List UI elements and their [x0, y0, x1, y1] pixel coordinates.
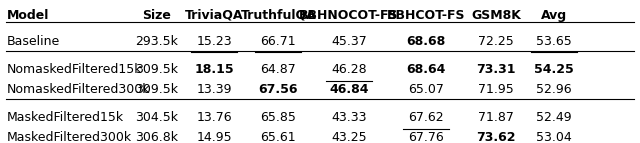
Text: 66.71: 66.71 [260, 35, 296, 48]
Text: 309.5k: 309.5k [135, 83, 179, 96]
Text: 293.5k: 293.5k [136, 35, 178, 48]
Text: 71.87: 71.87 [478, 111, 514, 124]
Text: 52.96: 52.96 [536, 83, 572, 96]
Text: TriviaQA: TriviaQA [185, 9, 244, 22]
Text: 43.25: 43.25 [331, 131, 367, 143]
Text: 54.25: 54.25 [534, 63, 573, 76]
Text: 53.04: 53.04 [536, 131, 572, 143]
Text: Avg: Avg [541, 9, 566, 22]
Text: 13.39: 13.39 [196, 83, 232, 96]
Text: 68.64: 68.64 [406, 63, 446, 76]
Text: 43.33: 43.33 [331, 111, 367, 124]
Text: NomaskedFiltered15k: NomaskedFiltered15k [6, 63, 142, 76]
Text: 67.76: 67.76 [408, 131, 444, 143]
Text: Size: Size [142, 9, 172, 22]
Text: 73.62: 73.62 [476, 131, 516, 143]
Text: 306.8k: 306.8k [135, 131, 179, 143]
Text: 53.65: 53.65 [536, 35, 572, 48]
Text: GSM8K: GSM8K [471, 9, 521, 22]
Text: 18.15: 18.15 [195, 63, 234, 76]
Text: 67.62: 67.62 [408, 111, 444, 124]
Text: NomaskedFiltered300k: NomaskedFiltered300k [6, 83, 150, 96]
Text: 73.31: 73.31 [476, 63, 516, 76]
Text: 13.76: 13.76 [196, 111, 232, 124]
Text: 309.5k: 309.5k [135, 63, 179, 76]
Text: BBHNOCOT-FS: BBHNOCOT-FS [299, 9, 399, 22]
Text: 65.61: 65.61 [260, 131, 296, 143]
Text: 71.95: 71.95 [478, 83, 514, 96]
Text: 68.68: 68.68 [406, 35, 446, 48]
Text: Model: Model [6, 9, 49, 22]
Text: MaskedFiltered300k: MaskedFiltered300k [6, 131, 132, 143]
Text: TruthfulQA: TruthfulQA [241, 9, 316, 22]
Text: 45.37: 45.37 [331, 35, 367, 48]
Text: 46.84: 46.84 [329, 83, 369, 96]
Text: Baseline: Baseline [6, 35, 60, 48]
Text: 65.85: 65.85 [260, 111, 296, 124]
Text: 304.5k: 304.5k [135, 111, 179, 124]
Text: 64.87: 64.87 [260, 63, 296, 76]
Text: BBHCOT-FS: BBHCOT-FS [387, 9, 465, 22]
Text: 52.49: 52.49 [536, 111, 572, 124]
Text: 72.25: 72.25 [478, 35, 514, 48]
Text: 46.28: 46.28 [331, 63, 367, 76]
Text: 65.07: 65.07 [408, 83, 444, 96]
Text: 67.56: 67.56 [259, 83, 298, 96]
Text: 15.23: 15.23 [196, 35, 232, 48]
Text: MaskedFiltered15k: MaskedFiltered15k [6, 111, 124, 124]
Text: 14.95: 14.95 [196, 131, 232, 143]
